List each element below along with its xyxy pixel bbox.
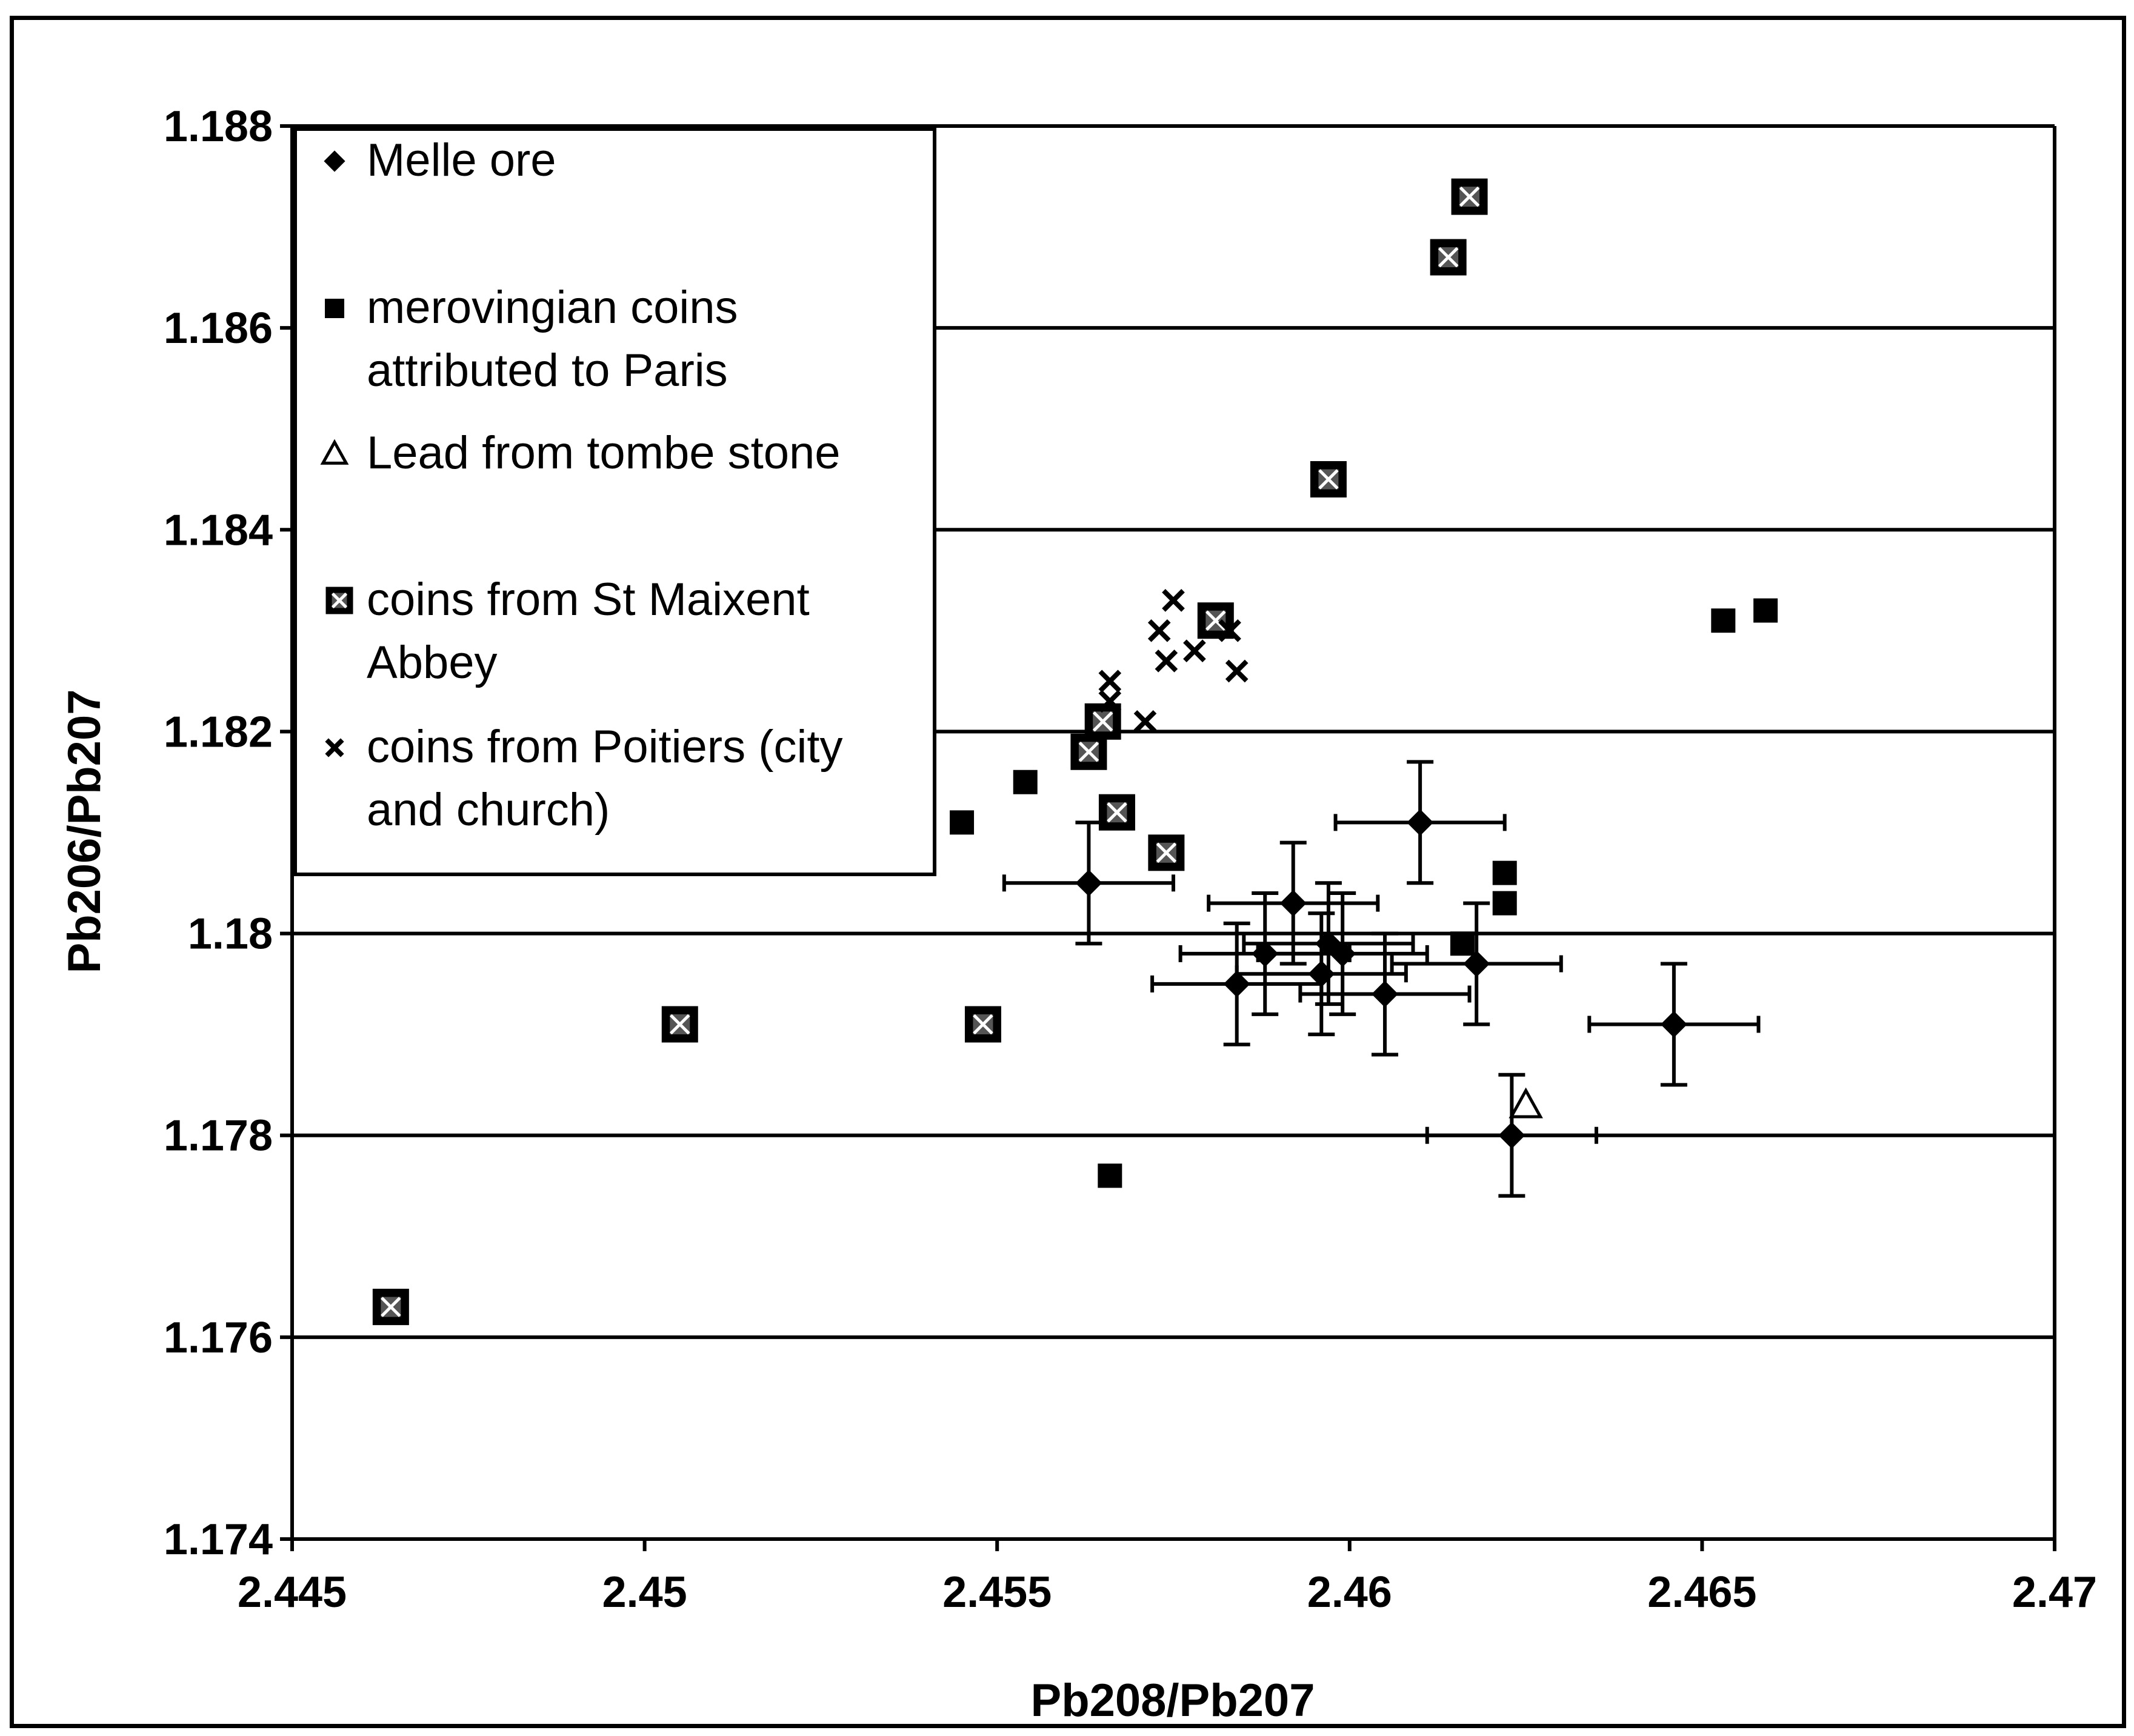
st-maixent-coin-point-cross [1156, 842, 1177, 863]
st-maixent-coin-point [1197, 602, 1234, 639]
st-maixent-coin-point-cross [669, 1014, 690, 1035]
melle-ore-point [1498, 1122, 1525, 1149]
y-axis-title: Pb206/Pb207 [59, 690, 110, 974]
st-maixent-coin-point [1430, 239, 1467, 276]
x-tick-label: 2.455 [942, 1568, 1052, 1617]
melle-ore-point [1329, 940, 1356, 967]
st-maixent-coin-point [964, 1006, 1001, 1043]
paris-coin-point [1450, 931, 1475, 956]
paris-coin-point [1711, 608, 1736, 633]
melle-ore-point [1252, 940, 1279, 967]
legend-st-maixent-coin-marker-cross [331, 592, 348, 609]
paris-coin-point [1492, 891, 1517, 916]
paris-coin-point [1013, 770, 1038, 794]
melle-ore-point [1279, 890, 1307, 917]
melle-ore-point [1407, 809, 1434, 836]
st-maixent-coin-point-cross [1092, 711, 1113, 732]
legend-label: coins from Poitiers (city [367, 721, 843, 773]
y-tick-label: 1.18 [188, 910, 273, 959]
poitiers-coin-point [1098, 670, 1122, 693]
y-tick-label: 1.182 [164, 708, 273, 756]
legend-poitiers-coin-marker [325, 738, 344, 757]
x-tick-label: 2.46 [1307, 1568, 1392, 1617]
st-maixent-coin-point-cross [1318, 469, 1339, 490]
st-maixent-coin-point [1098, 794, 1135, 831]
legend-melle-ore-marker [324, 150, 345, 172]
poitiers-coin-point [1098, 690, 1122, 713]
y-tick-label: 1.186 [164, 304, 273, 353]
paris-coin-point [1492, 860, 1517, 885]
legend: Melle ore merovingian coins attributed to … [293, 127, 936, 876]
melle-ore-point [1660, 1011, 1687, 1038]
poitiers-coin-point [1183, 639, 1206, 662]
st-maixent-coin-point [661, 1006, 698, 1043]
legend-label: coins from St Maixent [367, 574, 810, 625]
paris-coin-point [1098, 1163, 1122, 1188]
st-maixent-coin-point-cross [973, 1014, 993, 1035]
st-maixent-coin-point-cross [1078, 741, 1099, 762]
x-tick-label: 2.445 [238, 1568, 347, 1617]
st-maixent-coin-point [1451, 178, 1488, 215]
st-maixent-coin-point-cross [1438, 247, 1459, 268]
y-tick-label: 1.188 [164, 102, 273, 151]
st-maixent-coin-point-cross [381, 1297, 401, 1317]
paris-coin-point [950, 810, 975, 835]
x-tick-label: 2.47 [2012, 1568, 2097, 1617]
legend-label: Lead from tombe stone [367, 427, 841, 479]
poitiers-coin-point [1225, 659, 1249, 683]
paris-coin-point [1753, 598, 1778, 623]
legend-paris-coin-marker [325, 299, 344, 318]
legend-tombe-stone-marker [320, 439, 349, 465]
x-tick-label: 2.465 [1647, 1568, 1756, 1617]
poitiers-coin-point [1218, 619, 1241, 642]
st-maixent-coin-point [372, 1288, 409, 1325]
x-axis-title: Pb208/Pb207 [1031, 1675, 1315, 1726]
st-maixent-coin-point [1148, 834, 1185, 871]
x-tick-label: 2.45 [602, 1568, 687, 1617]
poitiers-coin-point [1162, 589, 1185, 612]
poitiers-coin-point [1147, 619, 1171, 642]
melle-ore-point [1223, 970, 1250, 997]
legend-label: and church) [367, 784, 610, 836]
y-tick-label: 1.176 [164, 1314, 273, 1362]
poitiers-coin-point [1155, 650, 1178, 673]
y-tick-label: 1.174 [164, 1515, 273, 1564]
legend-st-maixent-coin-marker [325, 587, 353, 614]
y-tick-label: 1.178 [164, 1112, 273, 1160]
st-maixent-coin-point-cross [1459, 186, 1480, 207]
melle-ore-point [1463, 950, 1490, 977]
legend-label: Melle ore [367, 135, 556, 186]
legend-label: Abbey [367, 637, 498, 688]
y-tick-label: 1.184 [164, 506, 273, 554]
st-maixent-coin-point-cross [1205, 610, 1226, 631]
melle-ore-point [1075, 870, 1102, 897]
legend-box [293, 127, 936, 876]
poitiers-coin-point [1133, 710, 1157, 733]
data-points [372, 178, 1778, 1325]
st-maixent-coin-point [1310, 461, 1347, 497]
legend-label: merovingian coins [367, 282, 738, 333]
axes: 1.174 1.176 1.178 1.18 1.182 1.184 1.186 1.188 2… [164, 102, 2097, 1617]
tombe-stone-point [1509, 1087, 1543, 1119]
melle-ore-point [1371, 980, 1398, 1008]
legend-label: attributed to Paris [367, 345, 728, 396]
st-maixent-coin-point-cross [1107, 802, 1127, 823]
melle-ore-point [1308, 960, 1335, 988]
